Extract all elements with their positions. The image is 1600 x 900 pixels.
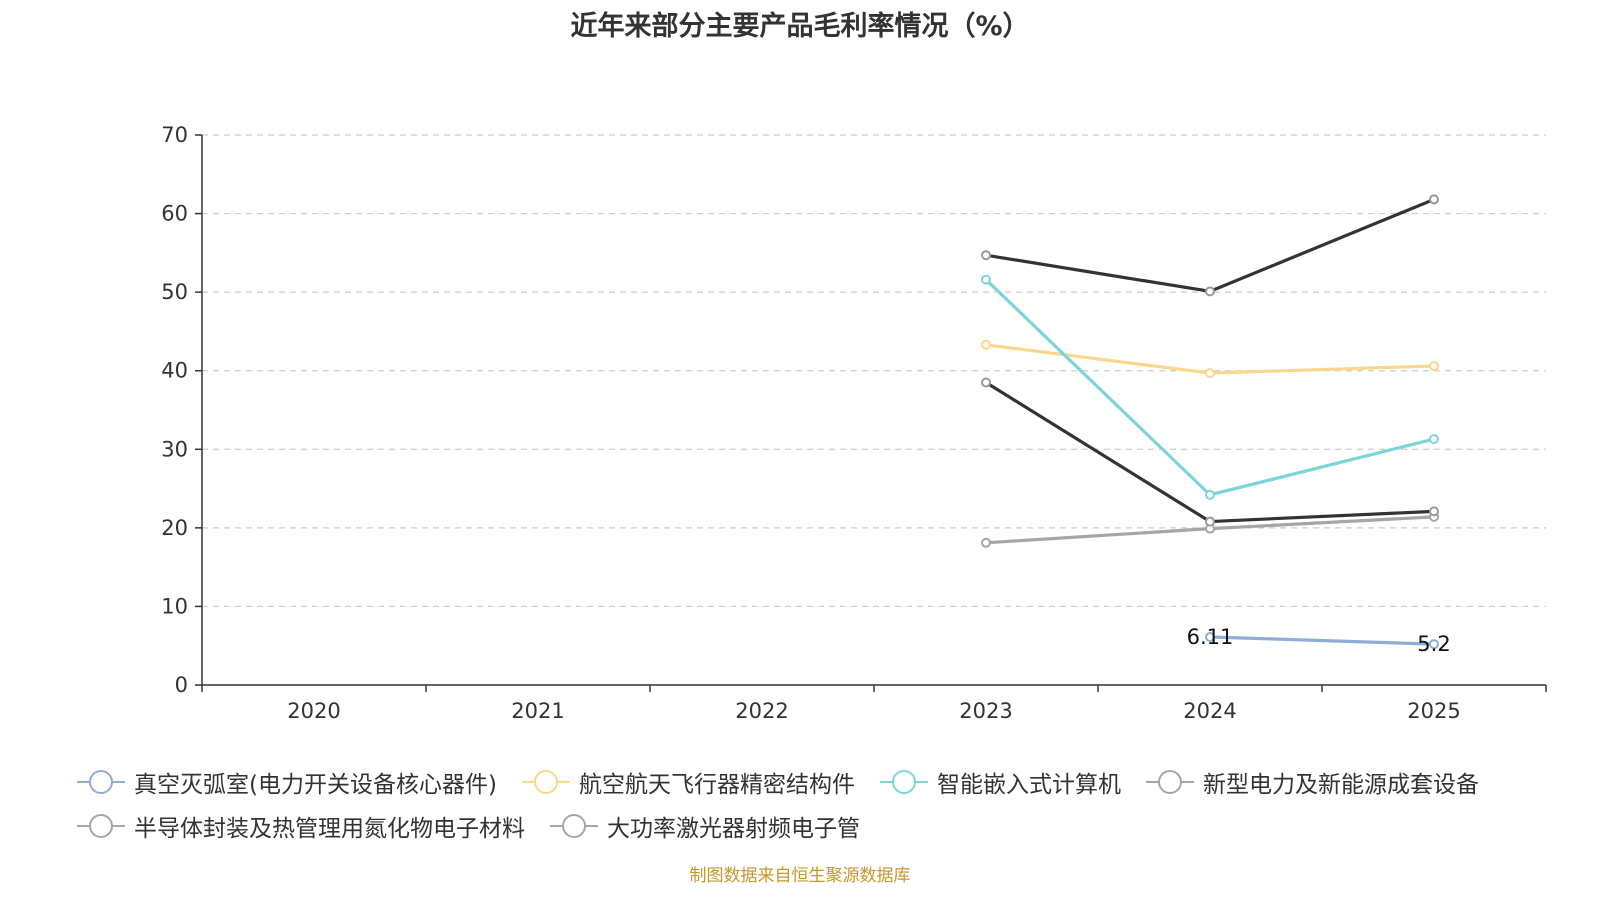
legend-item[interactable]: 真空灭弧室(电力开关设备核心器件): [76, 765, 497, 799]
data-point: [981, 274, 991, 285]
x-tick-label: 2022: [735, 699, 788, 723]
data-point: [1205, 489, 1215, 500]
series-line: [985, 381, 1435, 524]
x-tick-label: 2024: [1183, 699, 1236, 723]
data-label: 6.11: [1187, 625, 1234, 649]
series-5: [981, 377, 1439, 527]
series-1: [1205, 631, 1439, 650]
legend-marker-icon: [550, 814, 598, 838]
legend-label: 大功率激光器射频电子管: [607, 816, 860, 842]
data-point: [1205, 516, 1215, 527]
data-point: [981, 537, 991, 548]
legend-item[interactable]: 智能嵌入式计算机: [879, 765, 1121, 799]
x-tick-label: 2020: [287, 699, 340, 723]
legend-label: 智能嵌入式计算机: [936, 772, 1121, 798]
legend-label: 新型电力及新能源成套设备: [1202, 772, 1479, 798]
legend-row: 半导体封装及热管理用氮化物电子材料 大功率激光器射频电子管: [76, 804, 1556, 848]
data-point: [981, 339, 991, 350]
legend-item[interactable]: 大功率激光器射频电子管: [549, 809, 860, 843]
y-tick-label: 70: [161, 123, 188, 147]
legend-marker-icon: [879, 770, 928, 794]
y-tick-label: 40: [161, 359, 188, 383]
legend-label: 真空灭弧室(电力开关设备核心器件): [134, 772, 497, 798]
data-label: 5.2: [1417, 632, 1450, 656]
x-tick-label: 2025: [1407, 699, 1460, 723]
data-point: [1205, 631, 1215, 642]
series-layer: [981, 194, 1439, 650]
y-tick-label: 0: [175, 673, 188, 697]
legend-marker-icon: [77, 770, 125, 794]
data-point: [1429, 361, 1439, 371]
series-line: [984, 278, 1435, 497]
data-point: [1205, 286, 1215, 297]
data-point: [1429, 639, 1439, 650]
legend-row: 真空灭弧室(电力开关设备核心器件) 航空航天飞行器精密结构件 智能嵌入式计算机 新型电…: [76, 760, 1556, 804]
data-point: [981, 377, 991, 388]
data-point: [1429, 506, 1439, 517]
grid-lines: [202, 134, 1546, 608]
legend-item[interactable]: 半导体封装及热管理用氮化物电子材料: [76, 809, 525, 843]
legend-label: 半导体封装及热管理用氮化物电子材料: [134, 816, 525, 842]
series-line: [1209, 635, 1435, 646]
series-2: [981, 339, 1439, 379]
legend-marker-icon: [77, 814, 125, 838]
data-labels: 6.11 5.2: [1187, 625, 1451, 656]
legend-item[interactable]: 新型电力及新能源成套设备: [1145, 765, 1479, 799]
y-tick-label: 60: [161, 202, 188, 226]
y-tick-label: 20: [161, 516, 188, 540]
data-point: [1205, 368, 1215, 379]
chart-title: 近年来部分主要产品毛利率情况（%）: [570, 11, 1030, 42]
y-tick-label: 50: [161, 280, 188, 304]
data-point: [1429, 194, 1439, 205]
legend-marker-icon: [1145, 770, 1194, 794]
data-point: [981, 250, 991, 261]
legend-marker-icon: [521, 770, 570, 794]
x-tick-label: 2023: [959, 699, 1012, 723]
source-note: 制图数据来自恒生聚源数据库: [689, 866, 911, 886]
series-6: [981, 194, 1439, 297]
series-3: [981, 274, 1439, 500]
axes: 0 10 20 30 40 50 60 70 2020 2021 2022 2023 2024 2025: [161, 123, 1547, 723]
series-4: [981, 511, 1439, 548]
y-tick-label: 30: [161, 437, 188, 461]
x-tick-label: 2021: [511, 699, 564, 723]
legend-label: 航空航天飞行器精密结构件: [578, 772, 855, 798]
legend: 真空灭弧室(电力开关设备核心器件) 航空航天飞行器精密结构件 智能嵌入式计算机 新型电…: [76, 760, 1556, 848]
y-tick-label: 10: [161, 594, 188, 618]
legend-item[interactable]: 航空航天飞行器精密结构件: [521, 765, 855, 799]
data-point: [1429, 434, 1439, 445]
